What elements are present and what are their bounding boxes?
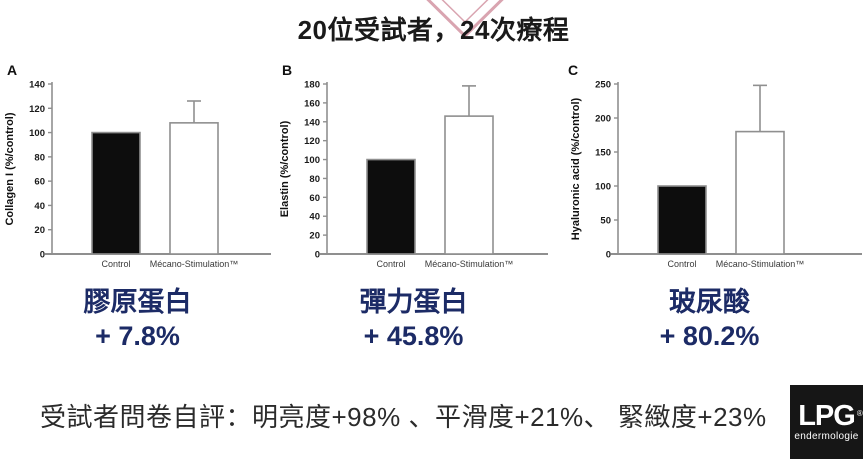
bar-Mécano-Stimulation™ [735,130,785,255]
y-tick-label: 80 [309,174,320,185]
x-category-label: Control [376,259,405,269]
bar-chart-collagen: Collagen I (%/control) 0 20 40 60 80 100 120 140… [4,80,271,269]
y-tick-label: 200 [595,114,611,125]
y-tick-label: 50 [600,216,611,227]
chevron-watermark-icon [426,0,504,39]
y-axis-title: Hyaluronic acid (%/control) [570,97,582,240]
header: 20位受試者，24次療程 [0,0,867,62]
y-axis-title: Elastin (%/control) [279,120,291,217]
y-tick-label: 140 [304,117,320,128]
result-delta: + 80.2% [659,321,760,351]
result-collagen: 膠原蛋白 + 7.8% [0,286,275,354]
chart-panel-collagen: A Collagen I (%/control) 0 20 40 60 80 100 120 1… [0,62,275,278]
panel-letter-b: B [282,62,293,78]
lpg-logo: LPG ® endermologie [790,385,863,459]
y-tick-label: 250 [595,80,611,91]
bar-chart-elastin: Elastin (%/control) 0 20 40 60 80 100 120 140 160… [279,80,548,269]
page-title: 20位受試者，24次療程 [297,15,570,45]
y-tick-label: 20 [34,225,45,236]
x-category-label: Mécano-Stimulation™ [425,259,514,269]
lpg-logo-text: LPG [798,400,856,432]
y-tick-label: 120 [304,136,320,147]
y-tick-label: 0 [40,250,45,261]
result-elastin: 彈力蛋白 + 45.8% [275,286,552,354]
registered-mark-icon: ® [856,409,863,418]
result-name: 彈力蛋白 [359,287,468,317]
x-category-label: Mécano-Stimulation™ [150,259,239,269]
y-tick-label: 180 [304,80,320,91]
y-tick-label: 140 [29,80,45,91]
y-axis-title: Collagen I (%/control) [4,112,16,225]
bar-Mécano-Stimulation™ [444,115,494,255]
footer: 受試者問卷自評：明亮度+98% 、平滑度+21%、 緊緻度+23% LPG ® e… [0,379,867,459]
chart-panel-elastin: B Elastin (%/control) 0 20 40 60 80 100 120 140 1… [275,62,552,278]
bar-Mécano-Stimulation™ [169,122,219,255]
y-tick-label: 0 [606,250,611,261]
y-tick-label: 100 [304,155,320,166]
survey-summary: 受試者問卷自評：明亮度+98% 、平滑度+21%、 緊緻度+23% [40,402,767,432]
y-tick-label: 60 [34,177,45,188]
result-delta: + 45.8% [363,321,464,351]
y-tick-label: 20 [309,231,320,242]
y-tick-label: 100 [595,182,611,193]
y-tick-label: 40 [34,201,45,212]
y-tick-label: 60 [309,193,320,204]
bar-Control [657,185,707,255]
bar-chart-hyaluronic: Hyaluronic acid (%/control) 0 50 100 150 200 2… [570,80,862,269]
y-tick-label: 160 [304,98,320,109]
results-row: 膠原蛋白 + 7.8% 彈力蛋白 + 45.8% 玻尿酸 + 80.2% [0,286,867,354]
lpg-logo-brand: LPG ® [798,400,863,432]
bar-Control [91,131,141,255]
x-category-label: Control [667,259,696,269]
bar-Control [366,158,416,255]
chart-panel-hyaluronic: C Hyaluronic acid (%/control) 0 50 100 150 20… [552,62,867,278]
result-name: 膠原蛋白 [83,287,192,317]
result-hyaluronic: 玻尿酸 + 80.2% [552,286,867,354]
panel-letter-c: C [568,62,579,78]
result-delta: + 7.8% [95,321,180,351]
y-tick-label: 150 [595,148,611,159]
y-tick-label: 100 [29,128,45,139]
x-category-label: Mécano-Stimulation™ [716,259,805,269]
panel-letter-a: A [7,62,18,78]
charts-row: A Collagen I (%/control) 0 20 40 60 80 100 120 1… [0,62,867,278]
y-tick-label: 0 [315,250,320,261]
y-tick-label: 40 [309,212,320,223]
result-name: 玻尿酸 [669,287,750,317]
y-tick-label: 80 [34,152,45,163]
x-category-label: Control [101,259,130,269]
y-tick-label: 120 [29,104,45,115]
lpg-logo-subtitle: endermologie [794,431,859,442]
